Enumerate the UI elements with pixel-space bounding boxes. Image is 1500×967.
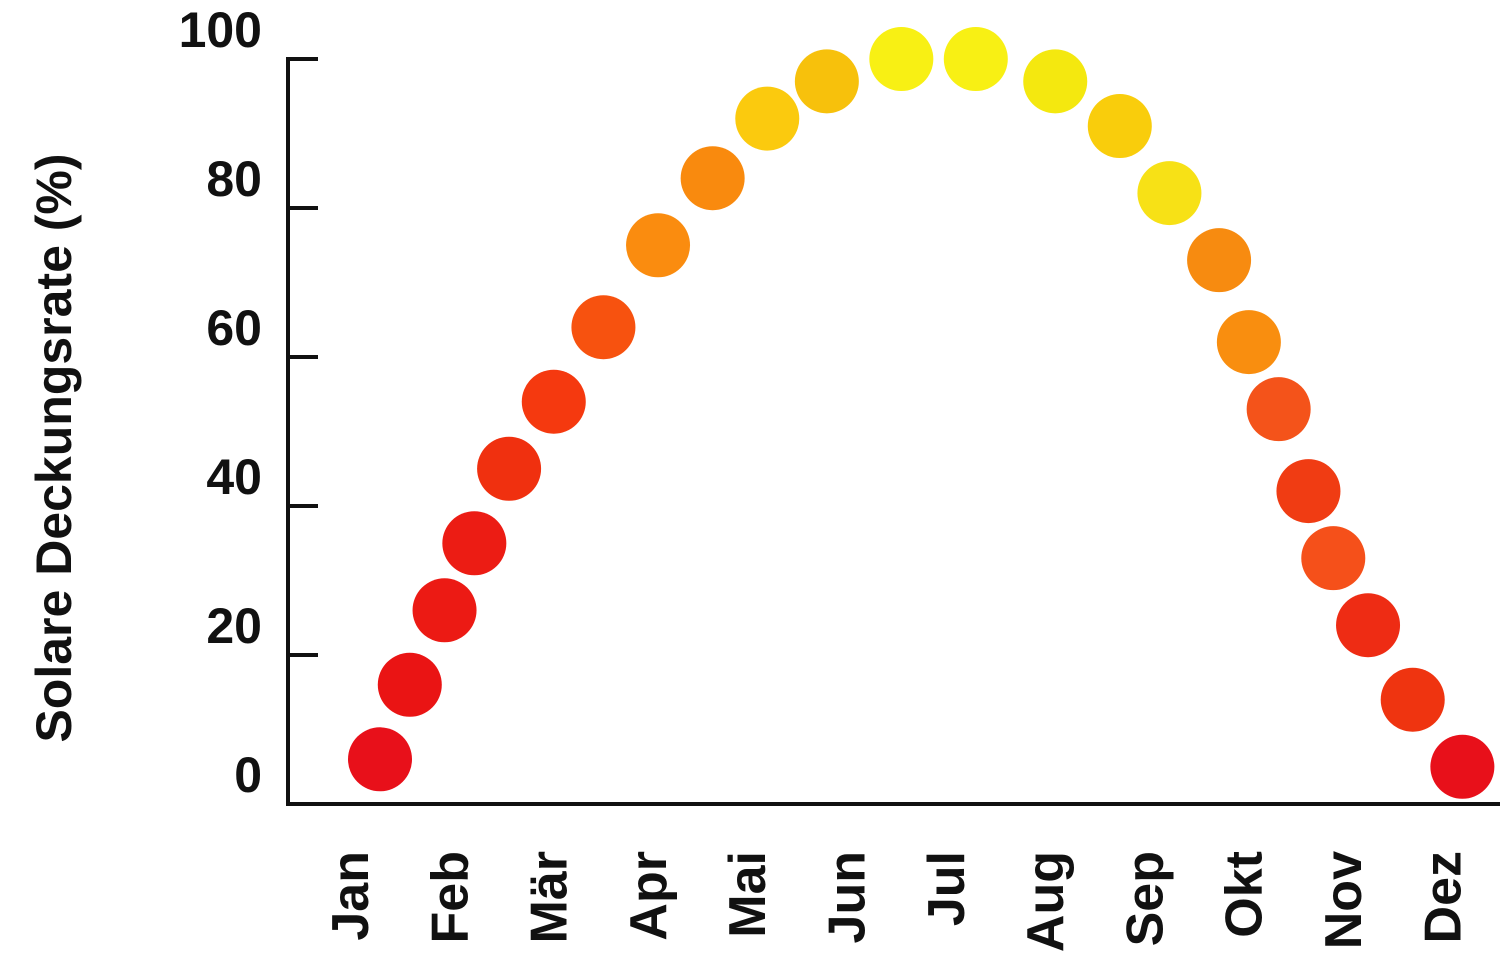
axes	[286, 57, 1500, 806]
x-tick-label: Dez	[1414, 851, 1472, 943]
data-point	[794, 49, 859, 114]
x-tick-label: Sep	[1116, 851, 1174, 946]
x-tick-label: Feb	[421, 851, 479, 943]
x-tick-label: Mai	[719, 851, 777, 938]
y-axis-ticks: 0 20 40 60 80 100	[179, 2, 318, 806]
data-point	[1301, 526, 1366, 591]
data-point	[1336, 593, 1401, 658]
data-point	[377, 652, 442, 717]
data-point	[1023, 49, 1088, 114]
data-point	[412, 578, 477, 643]
x-axis-labels: Jan Feb Mär Apr Mai Jun Jul Aug Sep Okt Nov Dez	[322, 851, 1472, 952]
x-tick-label: Apr	[620, 851, 678, 941]
data-point	[348, 727, 412, 792]
y-tick-label: 0	[234, 747, 262, 803]
x-tick-label: Jun	[819, 851, 877, 943]
y-axis-title-group: Solare Deckungsrate (%)	[26, 153, 82, 742]
data-points	[348, 27, 1495, 799]
x-tick-label: Aug	[1017, 851, 1075, 952]
y-axis-title: Solare Deckungsrate (%)	[26, 153, 82, 742]
data-point	[869, 27, 934, 91]
data-point	[943, 27, 1008, 91]
x-tick-label: Nov	[1315, 851, 1373, 949]
data-point	[521, 369, 586, 434]
x-tick-label: Mär	[521, 851, 579, 943]
y-tick-label: 100	[179, 2, 262, 58]
y-tick-label: 20	[206, 598, 262, 654]
data-point	[1087, 94, 1152, 159]
data-point	[1246, 377, 1311, 442]
data-point	[1137, 161, 1202, 226]
data-point	[1216, 310, 1281, 375]
data-point	[1187, 228, 1252, 293]
data-point	[571, 295, 636, 360]
data-point	[626, 213, 691, 278]
data-point	[1430, 734, 1495, 799]
x-tick-label: Jul	[918, 851, 976, 926]
data-point	[477, 436, 542, 501]
x-tick-label: Okt	[1216, 851, 1274, 938]
data-point	[1276, 459, 1341, 524]
y-tick-label: 60	[206, 300, 262, 356]
x-tick-label: Jan	[322, 851, 380, 941]
data-point	[680, 146, 745, 211]
data-point	[442, 511, 507, 576]
data-point	[735, 86, 800, 151]
data-point	[1380, 667, 1445, 732]
y-tick-label: 40	[206, 449, 262, 505]
y-tick-label: 80	[206, 151, 262, 207]
